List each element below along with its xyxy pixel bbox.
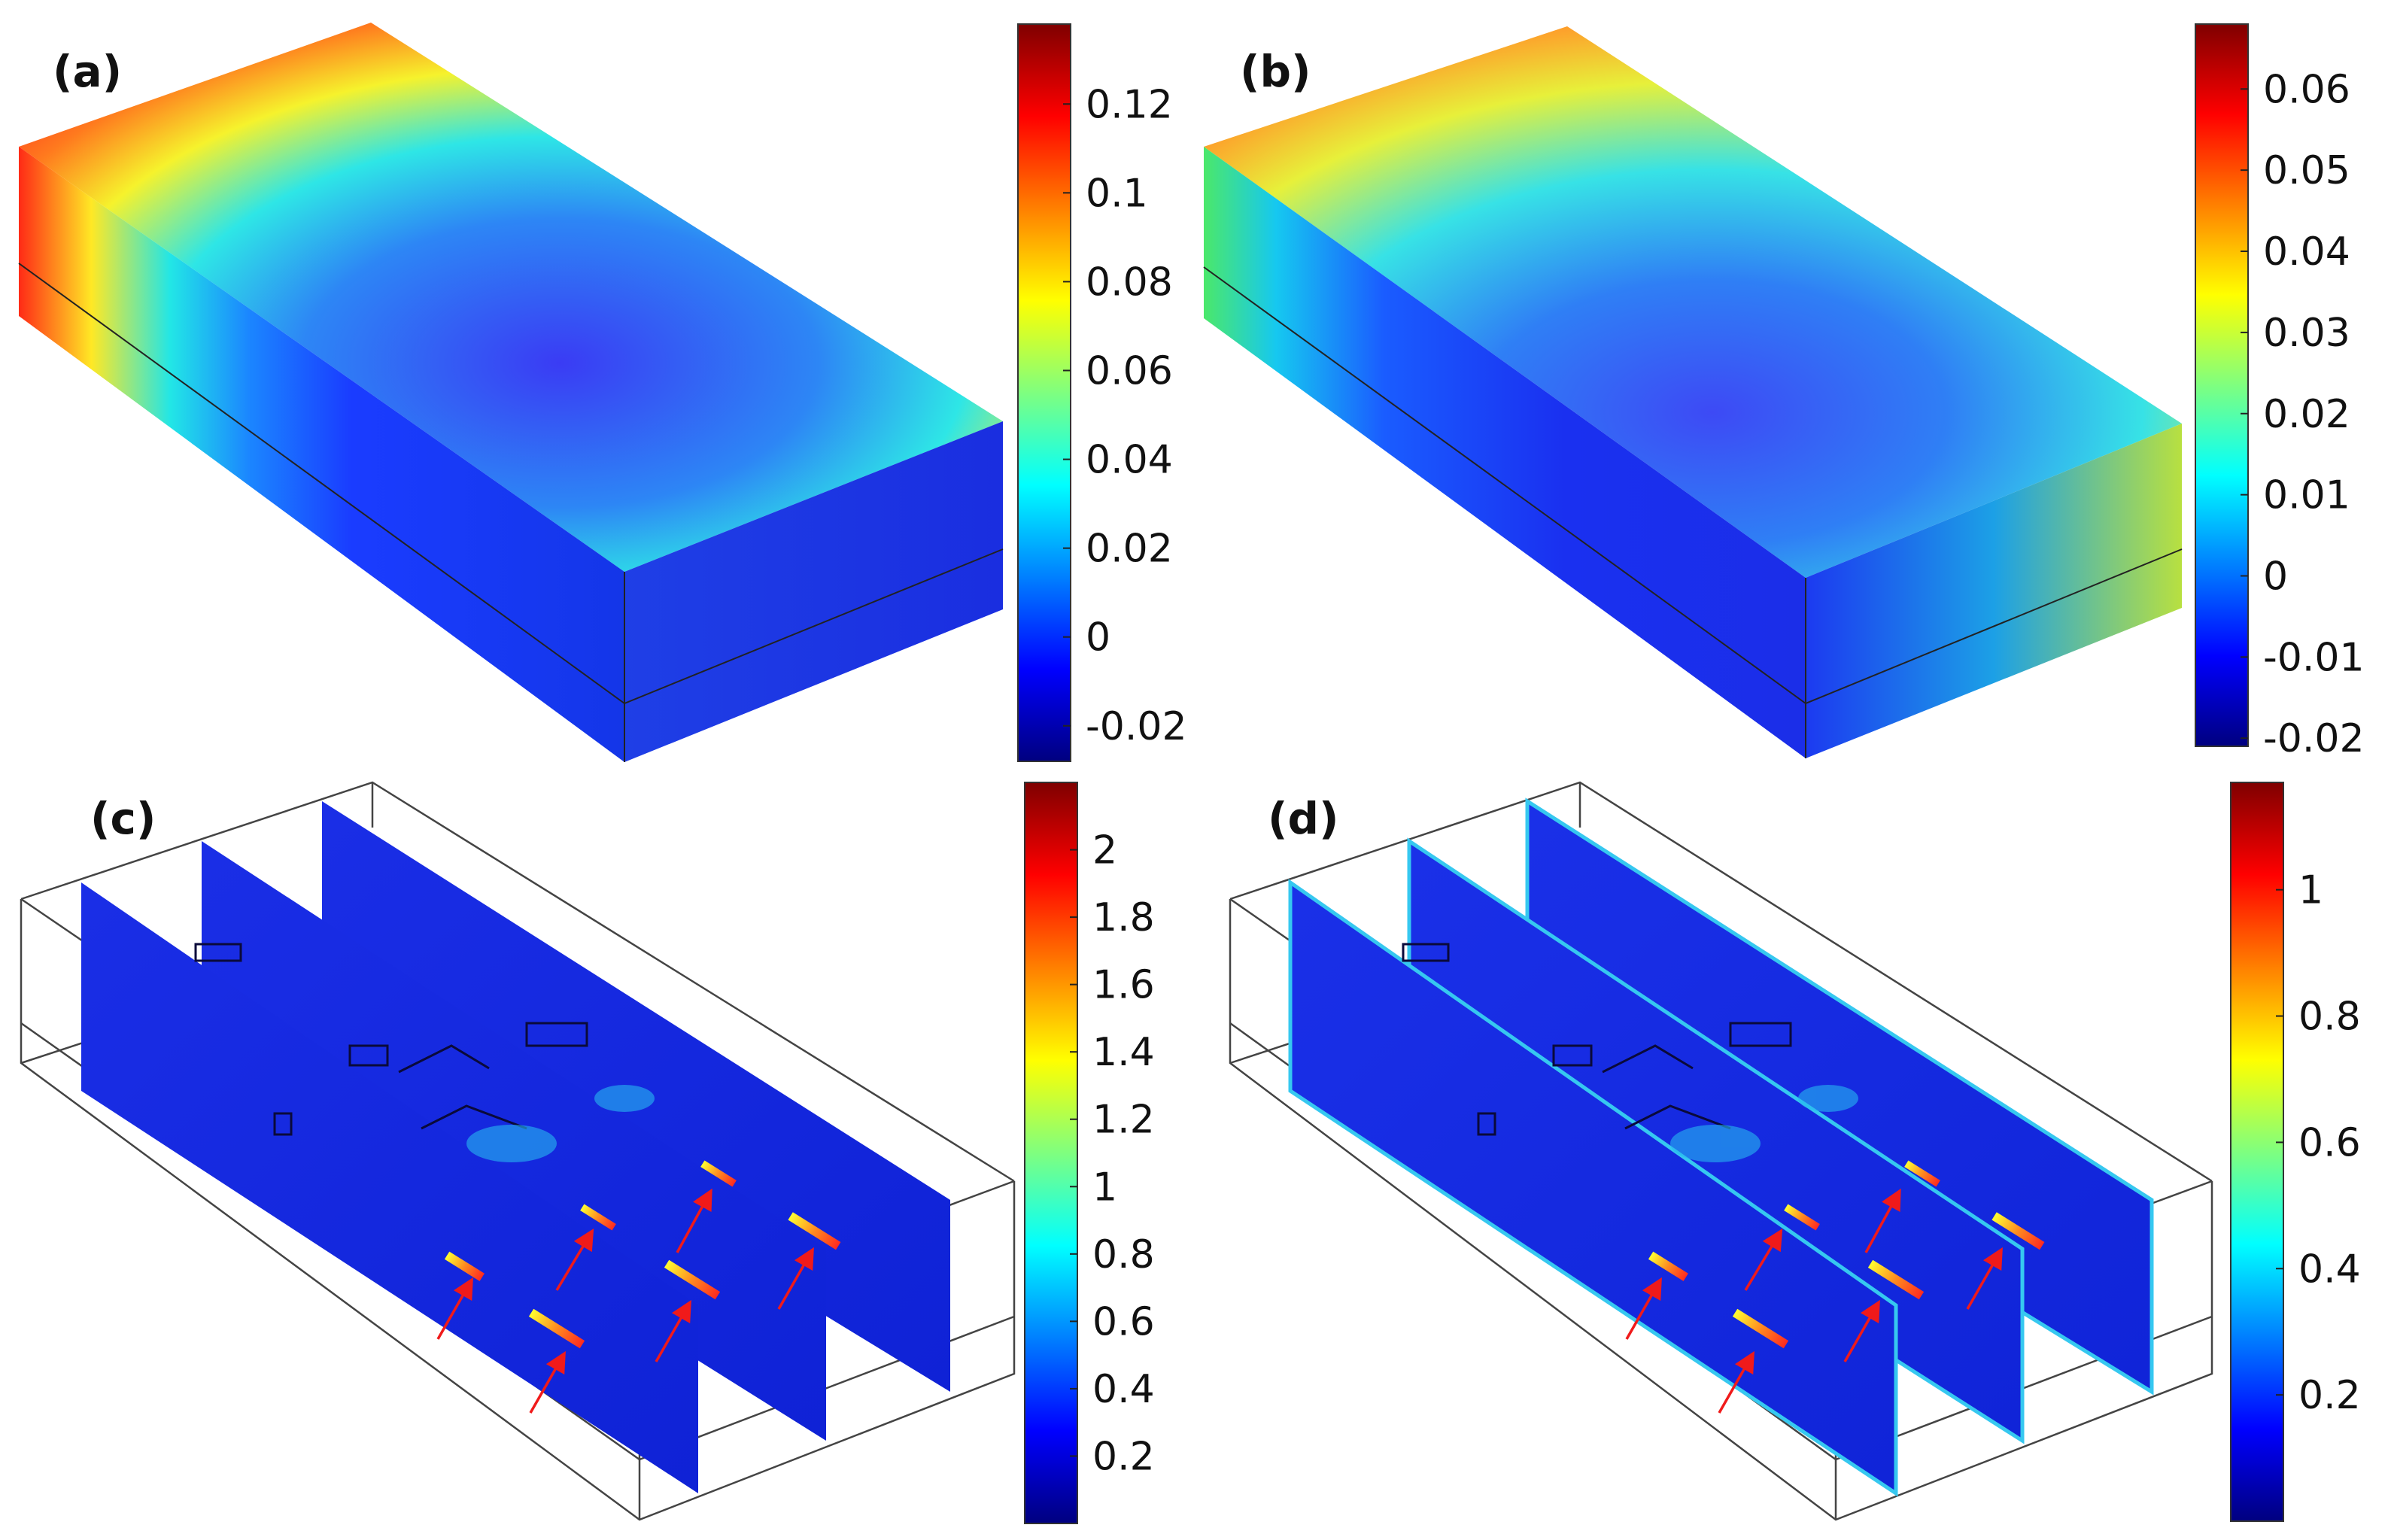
- arrow-c-4: [655, 1299, 691, 1362]
- block-b: [1203, 26, 2183, 758]
- hotspots-c: [444, 1160, 841, 1349]
- colorbar-c-tick-label: 1.2: [1092, 1098, 1155, 1143]
- arrow-c-2: [529, 1350, 566, 1414]
- colorbar-a-ticks: 0.12 0.1 0.08 0.06 0.04 0.02 0 -0.02: [1063, 82, 1187, 749]
- panel-label-d: (d): [1268, 793, 1339, 844]
- panel-label-c: (c): [90, 793, 156, 844]
- colorbar-b-tick-label: 0.02: [2263, 392, 2350, 437]
- colorbar-c-tick-label: 1.4: [1092, 1030, 1155, 1075]
- arrow-c-6: [777, 1247, 814, 1310]
- colorbar-d: 1 0.8 0.6 0.4 0.2: [2230, 782, 2361, 1522]
- block-b-top-face: [1204, 26, 2182, 578]
- colorbar-a-tick-label: 0.06: [1086, 348, 1173, 393]
- arrow-d-2: [1718, 1350, 1755, 1414]
- field-glow-c: [466, 1085, 655, 1162]
- colorbar-c-tick-label: 1.6: [1092, 963, 1155, 1008]
- arrow-c-1: [436, 1277, 473, 1340]
- annotation-arrows-d: [1625, 1188, 2003, 1414]
- colorbar-d-ticks: 1 0.8 0.6 0.4 0.2: [2276, 868, 2361, 1418]
- colorbar-d-tick-label: 0.6: [2298, 1120, 2361, 1165]
- colorbar-c-ticks: 2 1.8 1.6 1.4 1.2 1 0.8 0.6 0.4 0.2: [1070, 828, 1155, 1479]
- colorbar-c-tick-label: 2: [1092, 828, 1117, 873]
- colorbar-b-tick-label: -0.01: [2263, 635, 2365, 680]
- arrow-d-1: [1625, 1277, 1662, 1340]
- colorbar-a-tick-label: 0.12: [1086, 82, 1173, 127]
- device-structures-c: [194, 943, 588, 1136]
- colorbar-d-bar: [2230, 782, 2284, 1522]
- field-glow-d: [1670, 1085, 1858, 1162]
- panel-c: (c) 2 1.8 1.6 1.4 1.2 1 0.8 0.6 0.4 0.2: [20, 781, 1155, 1524]
- colorbar-b-tick-label: 0.06: [2263, 67, 2350, 112]
- block-b-front-face: [1204, 147, 1806, 758]
- colorbar-a-tick-label: 0.04: [1086, 438, 1173, 483]
- colorbar-a-tick-label: -0.02: [1086, 704, 1187, 749]
- colorbar-b: 0.06 0.05 0.04 0.03 0.02 0.01 0 -0.01 -0.02: [2195, 23, 2365, 761]
- colorbar-c-bar: [1024, 782, 1078, 1524]
- block-a-side-face: [624, 421, 1003, 762]
- colorbar-b-tick-label: 0.03: [2263, 311, 2350, 356]
- colorbar-b-tick-label: 0.05: [2263, 148, 2350, 193]
- annotation-arrows-c: [436, 1188, 814, 1414]
- arrow-d-4: [1843, 1299, 1880, 1362]
- colorbar-b-tick-label: 0.04: [2263, 229, 2350, 275]
- slice-planes-c: [81, 801, 950, 1493]
- device-structures-d: [1402, 943, 1792, 1136]
- colorbar-c-tick-label: 0.6: [1092, 1299, 1155, 1344]
- arrow-d-6: [1966, 1247, 2003, 1310]
- hotspots-d: [1648, 1160, 2045, 1349]
- block-a: [18, 23, 1004, 762]
- colorbar-b-tick-label: -0.02: [2263, 716, 2365, 761]
- slice-plane-d-1: [1288, 879, 1898, 1497]
- colorbar-c-tick-label: 0.2: [1092, 1434, 1155, 1479]
- panel-label-a: (a): [53, 46, 122, 97]
- slice-planes-d: [1288, 797, 2154, 1497]
- colorbar-a-tick-label: 0.02: [1086, 527, 1173, 572]
- colorbar-c-tick-label: 0.4: [1092, 1367, 1155, 1412]
- colorbar-c: 2 1.8 1.6 1.4 1.2 1 0.8 0.6 0.4 0.2: [1024, 782, 1155, 1524]
- block-a-front-face: [19, 147, 624, 762]
- arrow-d-3: [1744, 1228, 1783, 1291]
- panel-label-b: (b): [1240, 46, 1311, 97]
- colorbar-a-bar: [1017, 23, 1071, 762]
- colorbar-b-bar: [2195, 23, 2249, 747]
- colorbar-c-tick-label: 1.8: [1092, 895, 1155, 940]
- slice-plane-c-1: [81, 882, 698, 1493]
- colorbar-d-tick-label: 0.8: [2298, 995, 2361, 1040]
- colorbar-b-tick-label: 0: [2263, 554, 2288, 599]
- colorbar-a-tick-label: 0: [1086, 615, 1110, 661]
- colorbar-d-tick-label: 0.4: [2298, 1247, 2361, 1292]
- colorbar-a-tick-label: 0.08: [1086, 260, 1173, 305]
- colorbar-b-ticks: 0.06 0.05 0.04 0.03 0.02 0.01 0 -0.01 -0.02: [2241, 67, 2365, 761]
- colorbar-c-tick-label: 0.8: [1092, 1232, 1155, 1277]
- colorbar-b-tick-label: 0.01: [2263, 473, 2350, 518]
- arrow-d-5: [1864, 1188, 1901, 1253]
- colorbar-a-tick-label: 0.1: [1086, 171, 1148, 216]
- colorbar-d-tick-label: 1: [2298, 868, 2323, 913]
- colorbar-a: 0.12 0.1 0.08 0.06 0.04 0.02 0 -0.02: [1017, 23, 1187, 762]
- panel-d: (d) 1 0.8 0.6 0.4 0.2: [1229, 781, 2361, 1522]
- arrow-c-3: [555, 1228, 594, 1291]
- panel-a: (a) 0.12 0.1 0.08 0.06 0.04 0.02 0 -0.02: [18, 23, 1187, 762]
- block-b-side-face: [1806, 424, 2182, 758]
- colorbar-d-tick-label: 0.2: [2298, 1373, 2361, 1418]
- colorbar-c-tick-label: 1: [1092, 1165, 1117, 1210]
- block-a-top-face: [19, 23, 1003, 572]
- panel-b: (b) 0.06 0.05 0.04 0.03 0.02 0.01 0 -0.01 -0.02: [1203, 23, 2365, 761]
- arrow-c-5: [676, 1188, 712, 1253]
